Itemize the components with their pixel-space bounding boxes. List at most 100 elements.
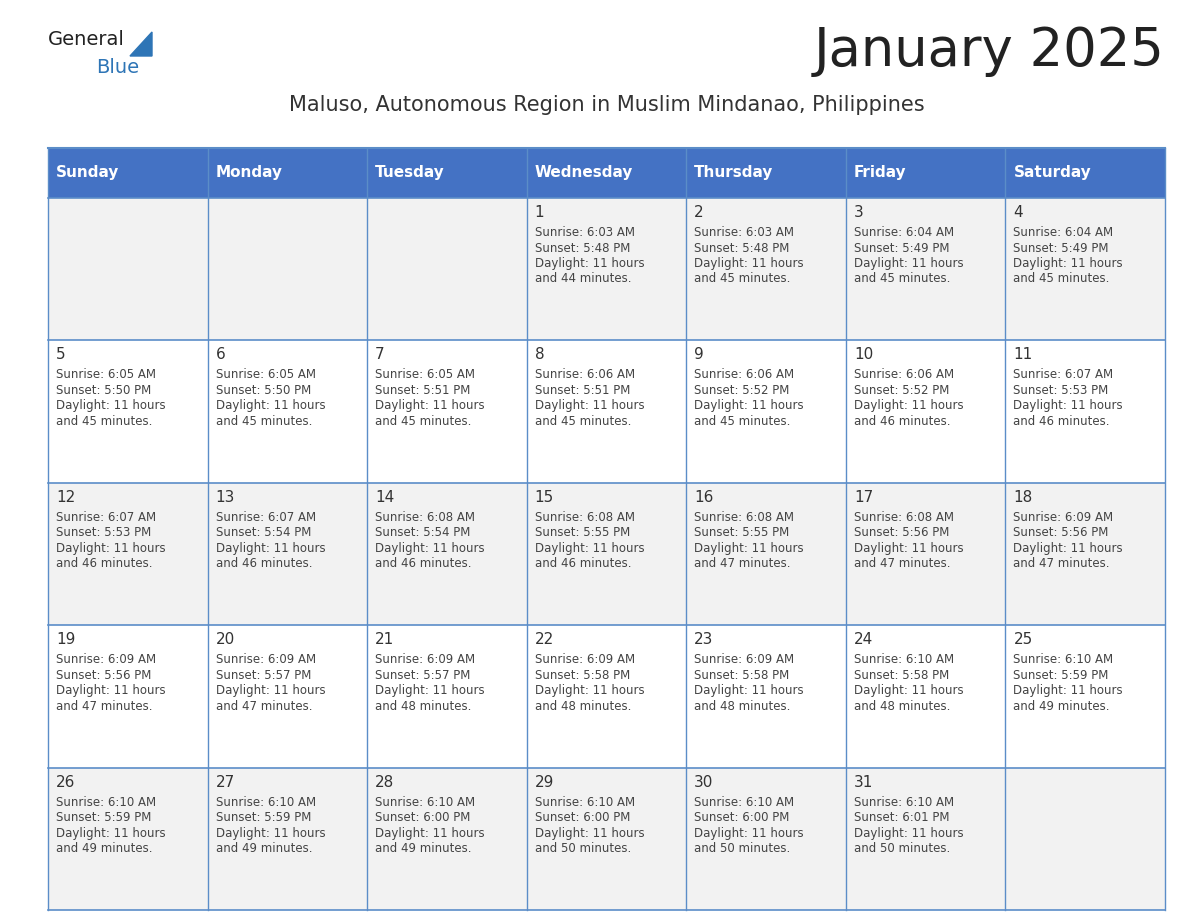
Text: and 44 minutes.: and 44 minutes.: [535, 273, 631, 285]
Text: and 47 minutes.: and 47 minutes.: [215, 700, 312, 712]
Text: 8: 8: [535, 347, 544, 363]
Text: 7: 7: [375, 347, 385, 363]
Text: 15: 15: [535, 490, 554, 505]
Text: Monday: Monday: [215, 165, 283, 181]
Text: and 47 minutes.: and 47 minutes.: [854, 557, 950, 570]
Bar: [846, 767, 1005, 910]
Text: Daylight: 11 hours: Daylight: 11 hours: [535, 684, 644, 697]
Bar: [1005, 341, 1165, 483]
Text: Daylight: 11 hours: Daylight: 11 hours: [535, 399, 644, 412]
Text: Sunrise: 6:04 AM: Sunrise: 6:04 AM: [1013, 226, 1113, 239]
Text: Sunrise: 6:10 AM: Sunrise: 6:10 AM: [694, 796, 795, 809]
Text: Sunset: 5:51 PM: Sunset: 5:51 PM: [375, 384, 470, 397]
Text: and 47 minutes.: and 47 minutes.: [694, 557, 791, 570]
Text: Sunrise: 6:05 AM: Sunrise: 6:05 AM: [375, 368, 475, 381]
Text: and 50 minutes.: and 50 minutes.: [535, 842, 631, 855]
Text: Sunset: 6:00 PM: Sunset: 6:00 PM: [694, 812, 790, 824]
Text: and 50 minutes.: and 50 minutes.: [694, 842, 790, 855]
Bar: [48, 198, 208, 341]
Text: Daylight: 11 hours: Daylight: 11 hours: [854, 257, 963, 270]
Text: and 48 minutes.: and 48 minutes.: [694, 700, 791, 712]
Text: 21: 21: [375, 633, 394, 647]
Text: 2: 2: [694, 205, 703, 220]
Text: Sunrise: 6:07 AM: Sunrise: 6:07 AM: [56, 510, 156, 524]
Text: Daylight: 11 hours: Daylight: 11 hours: [375, 826, 485, 840]
Text: and 49 minutes.: and 49 minutes.: [375, 842, 472, 855]
Text: Sunset: 5:50 PM: Sunset: 5:50 PM: [215, 384, 311, 397]
Bar: [48, 148, 208, 198]
Text: Sunrise: 6:10 AM: Sunrise: 6:10 AM: [215, 796, 316, 809]
Bar: [48, 767, 208, 910]
Text: and 45 minutes.: and 45 minutes.: [535, 415, 631, 428]
Text: 20: 20: [215, 633, 235, 647]
Text: 1: 1: [535, 205, 544, 220]
Text: Sunrise: 6:08 AM: Sunrise: 6:08 AM: [694, 510, 795, 524]
Text: Sunrise: 6:05 AM: Sunrise: 6:05 AM: [56, 368, 156, 381]
Bar: [687, 148, 846, 198]
Bar: [526, 198, 687, 341]
Text: Sunset: 5:51 PM: Sunset: 5:51 PM: [535, 384, 630, 397]
Text: Daylight: 11 hours: Daylight: 11 hours: [854, 399, 963, 412]
Text: Sunrise: 6:09 AM: Sunrise: 6:09 AM: [56, 654, 156, 666]
Text: 6: 6: [215, 347, 226, 363]
Bar: [208, 341, 367, 483]
Text: Sunrise: 6:08 AM: Sunrise: 6:08 AM: [375, 510, 475, 524]
Text: and 45 minutes.: and 45 minutes.: [694, 273, 791, 285]
Text: Daylight: 11 hours: Daylight: 11 hours: [854, 542, 963, 554]
Text: Sunset: 5:52 PM: Sunset: 5:52 PM: [694, 384, 790, 397]
Text: Sunset: 5:49 PM: Sunset: 5:49 PM: [854, 241, 949, 254]
Bar: [367, 767, 526, 910]
Text: Sunrise: 6:10 AM: Sunrise: 6:10 AM: [854, 796, 954, 809]
Text: and 45 minutes.: and 45 minutes.: [854, 273, 950, 285]
Text: 11: 11: [1013, 347, 1032, 363]
Text: Sunrise: 6:10 AM: Sunrise: 6:10 AM: [1013, 654, 1113, 666]
Text: Sunrise: 6:10 AM: Sunrise: 6:10 AM: [375, 796, 475, 809]
Text: Daylight: 11 hours: Daylight: 11 hours: [1013, 684, 1123, 697]
Text: 13: 13: [215, 490, 235, 505]
Bar: [687, 483, 846, 625]
Bar: [687, 341, 846, 483]
Bar: [48, 625, 208, 767]
Bar: [1005, 767, 1165, 910]
Text: Sunrise: 6:10 AM: Sunrise: 6:10 AM: [854, 654, 954, 666]
Text: 16: 16: [694, 490, 714, 505]
Text: Sunset: 5:56 PM: Sunset: 5:56 PM: [56, 668, 151, 682]
Bar: [846, 198, 1005, 341]
Text: Sunrise: 6:07 AM: Sunrise: 6:07 AM: [215, 510, 316, 524]
Text: Sunrise: 6:04 AM: Sunrise: 6:04 AM: [854, 226, 954, 239]
Bar: [1005, 148, 1165, 198]
Text: Sunrise: 6:03 AM: Sunrise: 6:03 AM: [535, 226, 634, 239]
Text: Sunset: 6:01 PM: Sunset: 6:01 PM: [854, 812, 949, 824]
Bar: [208, 198, 367, 341]
Text: 27: 27: [215, 775, 235, 789]
Text: Sunset: 5:48 PM: Sunset: 5:48 PM: [694, 241, 790, 254]
Text: Sunset: 5:57 PM: Sunset: 5:57 PM: [375, 668, 470, 682]
Text: Sunset: 5:53 PM: Sunset: 5:53 PM: [56, 526, 151, 539]
Bar: [1005, 483, 1165, 625]
Bar: [687, 767, 846, 910]
Bar: [1005, 625, 1165, 767]
Text: and 46 minutes.: and 46 minutes.: [56, 557, 152, 570]
Text: and 49 minutes.: and 49 minutes.: [1013, 700, 1110, 712]
Text: Daylight: 11 hours: Daylight: 11 hours: [215, 826, 326, 840]
Text: Sunset: 5:58 PM: Sunset: 5:58 PM: [694, 668, 790, 682]
Text: Sunrise: 6:09 AM: Sunrise: 6:09 AM: [535, 654, 634, 666]
Text: and 45 minutes.: and 45 minutes.: [375, 415, 472, 428]
Text: Sunrise: 6:08 AM: Sunrise: 6:08 AM: [535, 510, 634, 524]
Text: Daylight: 11 hours: Daylight: 11 hours: [1013, 542, 1123, 554]
Text: Sunset: 5:59 PM: Sunset: 5:59 PM: [215, 812, 311, 824]
Bar: [367, 341, 526, 483]
Bar: [208, 483, 367, 625]
Text: Sunset: 5:52 PM: Sunset: 5:52 PM: [854, 384, 949, 397]
Text: Sunset: 5:58 PM: Sunset: 5:58 PM: [854, 668, 949, 682]
Bar: [1005, 198, 1165, 341]
Text: Daylight: 11 hours: Daylight: 11 hours: [215, 399, 326, 412]
Text: 5: 5: [56, 347, 65, 363]
Text: 17: 17: [854, 490, 873, 505]
Text: 31: 31: [854, 775, 873, 789]
Text: 19: 19: [56, 633, 75, 647]
Text: and 46 minutes.: and 46 minutes.: [215, 557, 312, 570]
Text: Daylight: 11 hours: Daylight: 11 hours: [535, 826, 644, 840]
Text: 30: 30: [694, 775, 714, 789]
Text: Daylight: 11 hours: Daylight: 11 hours: [56, 542, 165, 554]
